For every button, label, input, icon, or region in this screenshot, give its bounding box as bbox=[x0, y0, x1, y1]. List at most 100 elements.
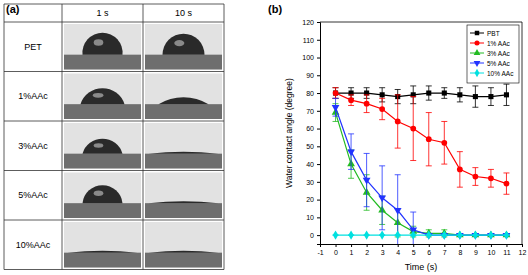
series bbox=[332, 98, 511, 244]
table-rule bbox=[4, 22, 224, 23]
plot-frame bbox=[522, 22, 523, 244]
tick: 30 bbox=[306, 179, 320, 186]
tick: 10 bbox=[306, 214, 320, 221]
y-axis-title: Water contact angle (degree) bbox=[284, 78, 294, 188]
error-bar bbox=[426, 113, 432, 166]
table-rule bbox=[4, 220, 224, 221]
tick-label: 20 bbox=[306, 196, 314, 203]
droplet-image bbox=[64, 24, 141, 70]
tick: 4 bbox=[396, 244, 400, 256]
axis-line bbox=[317, 23, 321, 245]
tick-mark bbox=[317, 58, 320, 59]
marker bbox=[457, 230, 462, 239]
tick-label: 90 bbox=[306, 72, 314, 79]
marker bbox=[473, 174, 479, 180]
marker bbox=[488, 175, 494, 181]
tick-mark bbox=[317, 75, 320, 76]
marker bbox=[348, 97, 354, 103]
tick-mark bbox=[317, 217, 320, 218]
table-rule bbox=[4, 71, 224, 72]
tick-label: 4 bbox=[396, 249, 400, 256]
tick: 40 bbox=[306, 161, 320, 168]
marker bbox=[394, 208, 402, 215]
tick-mark bbox=[317, 93, 320, 94]
tick: 90 bbox=[306, 72, 320, 79]
marker bbox=[426, 136, 432, 142]
tick: 7 bbox=[443, 244, 447, 256]
tick: 110 bbox=[303, 37, 320, 44]
row-label: PET bbox=[24, 42, 42, 52]
tick: 11 bbox=[503, 244, 510, 256]
x-axis: -10123456789101112 bbox=[317, 244, 526, 256]
panel-label: (b) bbox=[268, 3, 282, 15]
marker bbox=[426, 90, 431, 95]
error-bar bbox=[410, 212, 416, 244]
droplet-image bbox=[145, 123, 222, 169]
tick-label: 6 bbox=[427, 249, 431, 256]
marker bbox=[504, 92, 509, 97]
error-bar bbox=[379, 166, 385, 230]
marker bbox=[504, 230, 509, 239]
error-bar bbox=[503, 173, 509, 194]
tick-mark bbox=[317, 129, 320, 130]
marker bbox=[349, 90, 354, 95]
error-bar bbox=[348, 134, 354, 170]
series-line bbox=[336, 107, 507, 235]
error-bar bbox=[333, 88, 339, 99]
table-rule bbox=[62, 4, 63, 270]
tick-mark bbox=[351, 244, 352, 247]
marker bbox=[347, 149, 355, 156]
table-rule bbox=[4, 121, 224, 122]
error-bar bbox=[457, 88, 463, 102]
droplet-image bbox=[145, 222, 222, 268]
tick-mark bbox=[317, 146, 320, 147]
marker bbox=[364, 90, 369, 95]
legend-label: 1% AAc bbox=[487, 40, 511, 47]
legend-marker bbox=[475, 31, 479, 35]
tick-mark bbox=[382, 244, 383, 247]
tick-mark bbox=[317, 40, 320, 41]
tick-label: 9 bbox=[474, 249, 478, 256]
column-header: 10 s bbox=[175, 8, 193, 18]
tick-mark bbox=[317, 164, 320, 165]
droplet-image bbox=[64, 173, 141, 219]
marker bbox=[411, 92, 416, 97]
error-bar bbox=[333, 88, 339, 99]
marker bbox=[473, 230, 478, 239]
marker bbox=[442, 230, 447, 239]
error-bar bbox=[488, 88, 494, 106]
tick-mark bbox=[413, 244, 414, 247]
marker bbox=[457, 92, 462, 97]
error-bar bbox=[441, 88, 447, 99]
tick: -1 bbox=[317, 244, 323, 256]
tick-mark bbox=[317, 235, 320, 236]
panel-label: (a) bbox=[6, 3, 20, 15]
legend-box bbox=[467, 25, 519, 83]
panel-b: (b)-101234567891011120102030405060708090… bbox=[268, 3, 526, 272]
tick: 6 bbox=[427, 244, 431, 256]
tick-label: 70 bbox=[306, 108, 314, 115]
tick: 5 bbox=[412, 244, 416, 256]
marker bbox=[333, 90, 339, 96]
marker bbox=[488, 94, 493, 99]
marker bbox=[364, 101, 370, 107]
plot-marks bbox=[332, 84, 511, 244]
tick-mark bbox=[398, 244, 399, 247]
legend-label: PBT bbox=[487, 30, 500, 37]
marker bbox=[504, 181, 510, 187]
legend-marker bbox=[474, 40, 479, 45]
tick: 3 bbox=[381, 244, 385, 256]
tick: 12 bbox=[519, 244, 527, 256]
panel-a: (a)1 s10 sPET1%AAc3%AAc5%AAc10%AAc bbox=[4, 3, 224, 270]
tick-label: 8 bbox=[458, 249, 462, 256]
row-label: 3%AAc bbox=[18, 141, 48, 151]
tick-label: 11 bbox=[503, 249, 510, 256]
tick-mark bbox=[522, 244, 523, 247]
row-label: 5%AAc bbox=[18, 190, 48, 200]
tick-mark bbox=[506, 244, 507, 247]
marker bbox=[441, 140, 447, 146]
tick-label: 110 bbox=[303, 37, 314, 44]
series bbox=[333, 230, 510, 239]
tick-label: 0 bbox=[334, 249, 338, 256]
error-bar bbox=[333, 98, 339, 116]
